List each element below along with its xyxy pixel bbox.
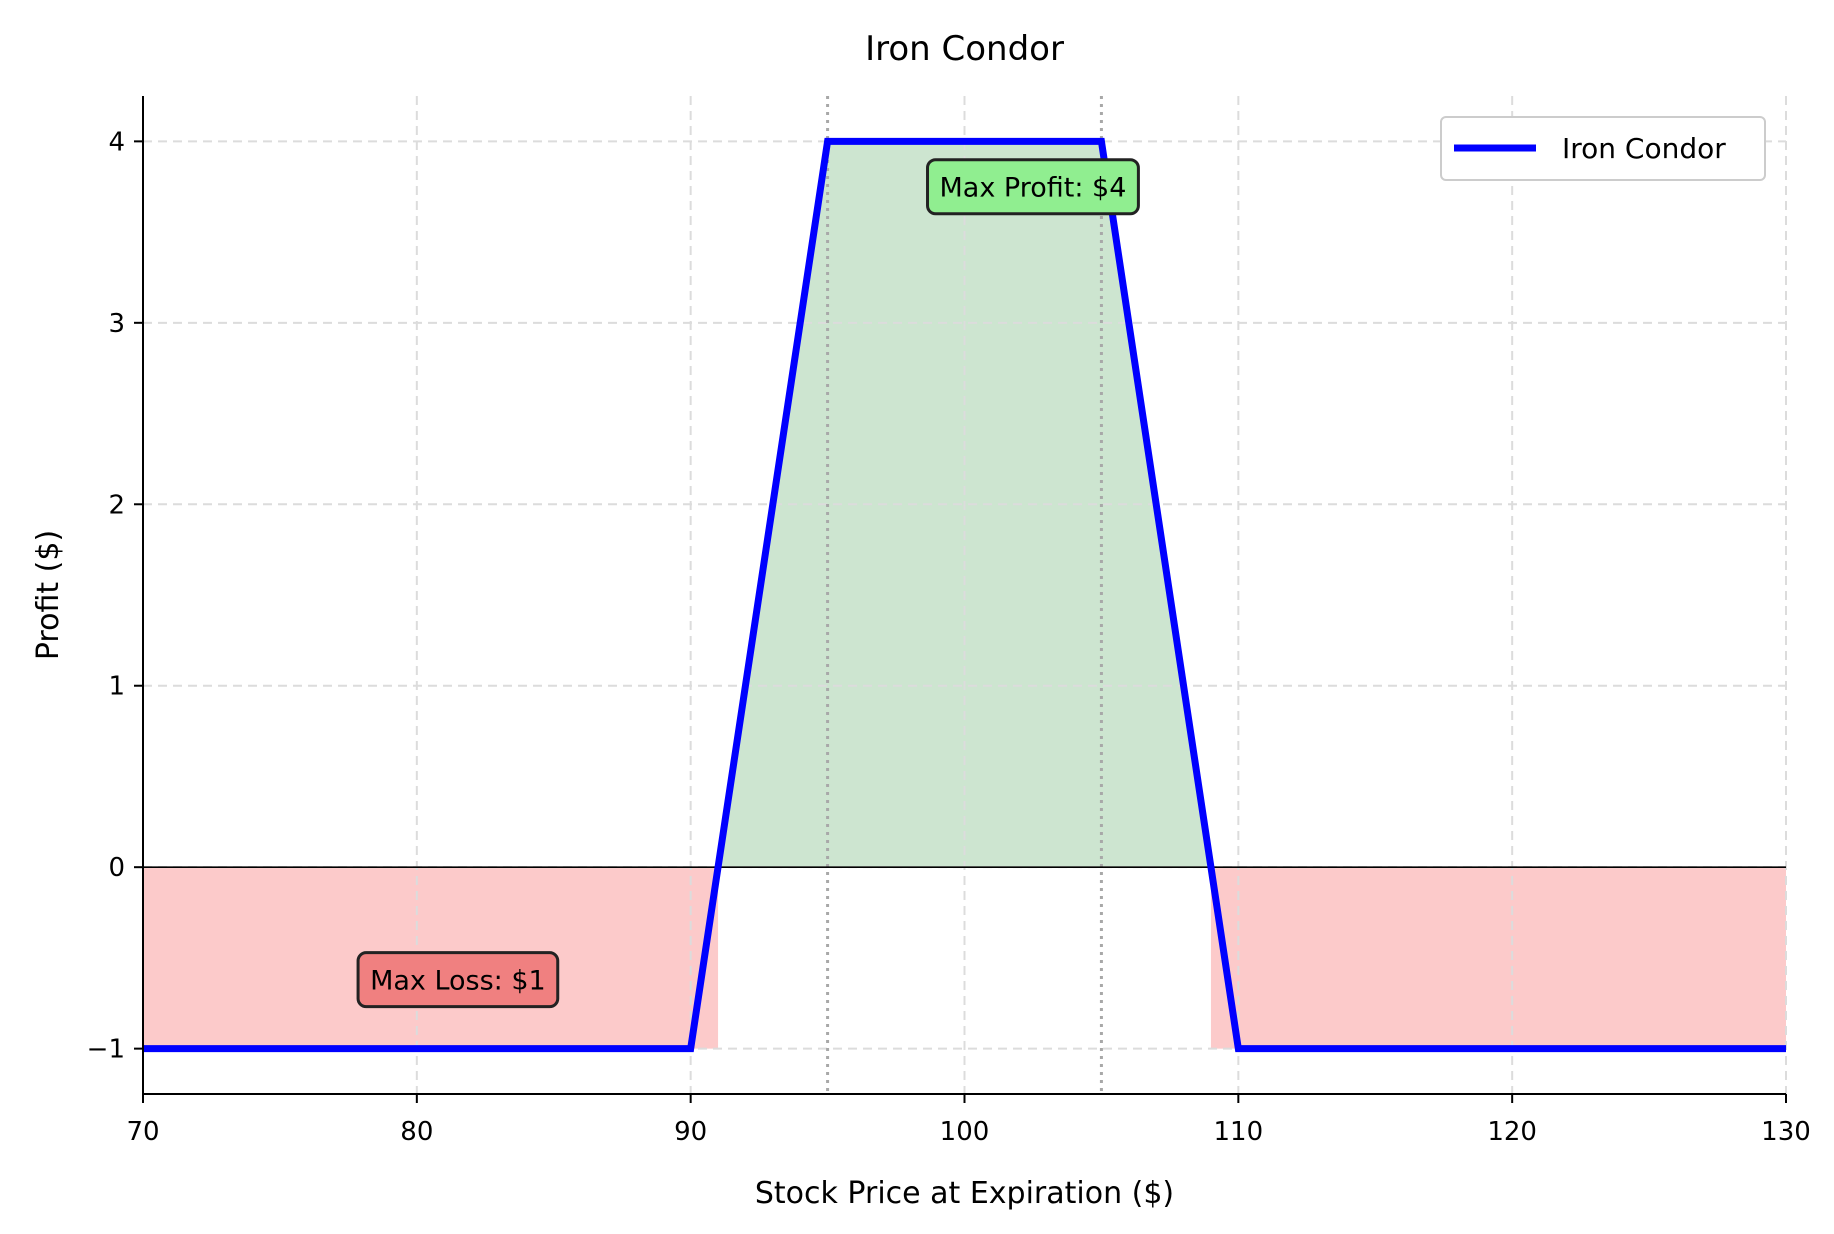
y-tick-label: 3 [108,309,125,339]
y-tick-label: 4 [108,127,125,157]
annotation-box [926,158,1140,216]
y-axis-title: Profit ($) [31,530,66,660]
annotation-max-loss: Max Loss: $1 [356,951,560,1009]
y-tick-label: 1 [108,672,125,702]
annotation-text: Max Loss: $1 [370,966,546,997]
legend: Iron Condor [1440,116,1766,181]
x-tick-label: 130 [1761,1117,1811,1147]
legend-label-iron-condor: Iron Condor [1562,132,1726,165]
x-tick-label: 110 [1214,1117,1264,1147]
x-axis-title: Stock Price at Expiration ($) [755,1176,1174,1211]
x-tick-label: 90 [674,1117,707,1147]
annotation-box [356,951,560,1009]
x-tick-label: 70 [126,1117,159,1147]
series-line-iron-condor [143,137,1786,1053]
x-tick-label: 80 [400,1117,433,1147]
x-tick-label: 120 [1487,1117,1537,1147]
x-tick-label: 100 [940,1117,990,1147]
y-tick-label: 2 [108,490,125,520]
legend-frame [1440,116,1766,181]
annotation-max-profit: Max Profit: $4 [926,158,1140,216]
loss-region-right [1210,867,1786,1049]
y-tick-label: 0 [108,853,125,883]
chart-title: Iron Condor [865,29,1064,69]
annotation-text: Max Profit: $4 [940,173,1127,204]
y-tick-label: −1 [87,1035,125,1065]
